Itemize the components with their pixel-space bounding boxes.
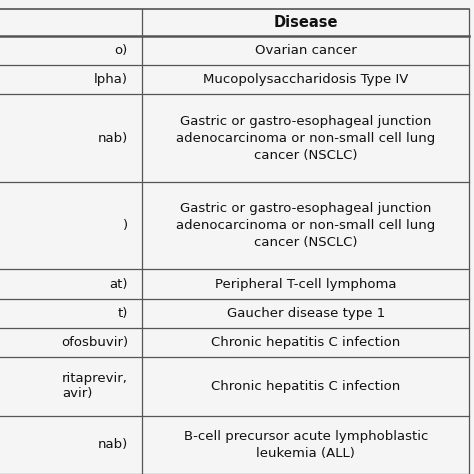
Text: Chronic hepatitis C infection: Chronic hepatitis C infection: [211, 336, 401, 349]
Text: at): at): [109, 278, 128, 291]
Text: lpha): lpha): [94, 73, 128, 86]
Text: Peripheral T-cell lymphoma: Peripheral T-cell lymphoma: [215, 278, 396, 291]
Text: Ovarian cancer: Ovarian cancer: [255, 44, 356, 57]
Text: Gastric or gastro-esophageal junction
adenocarcinoma or non-small cell lung
canc: Gastric or gastro-esophageal junction ad…: [176, 202, 435, 249]
Text: ): ): [123, 219, 128, 232]
Text: Mucopolysaccharidosis Type IV: Mucopolysaccharidosis Type IV: [203, 73, 409, 86]
Text: o): o): [115, 44, 128, 57]
Text: Chronic hepatitis C infection: Chronic hepatitis C infection: [211, 380, 401, 393]
Text: nab): nab): [98, 438, 128, 451]
Text: Disease: Disease: [273, 15, 338, 30]
Text: t): t): [118, 307, 128, 320]
Text: ritaprevir,
avir): ritaprevir, avir): [62, 373, 128, 401]
Text: nab): nab): [98, 131, 128, 145]
Text: Gastric or gastro-esophageal junction
adenocarcinoma or non-small cell lung
canc: Gastric or gastro-esophageal junction ad…: [176, 115, 435, 162]
Text: ofosbuvir): ofosbuvir): [61, 336, 128, 349]
Text: B-cell precursor acute lymphoblastic
leukemia (ALL): B-cell precursor acute lymphoblastic leu…: [183, 430, 428, 460]
Text: Gaucher disease type 1: Gaucher disease type 1: [227, 307, 385, 320]
